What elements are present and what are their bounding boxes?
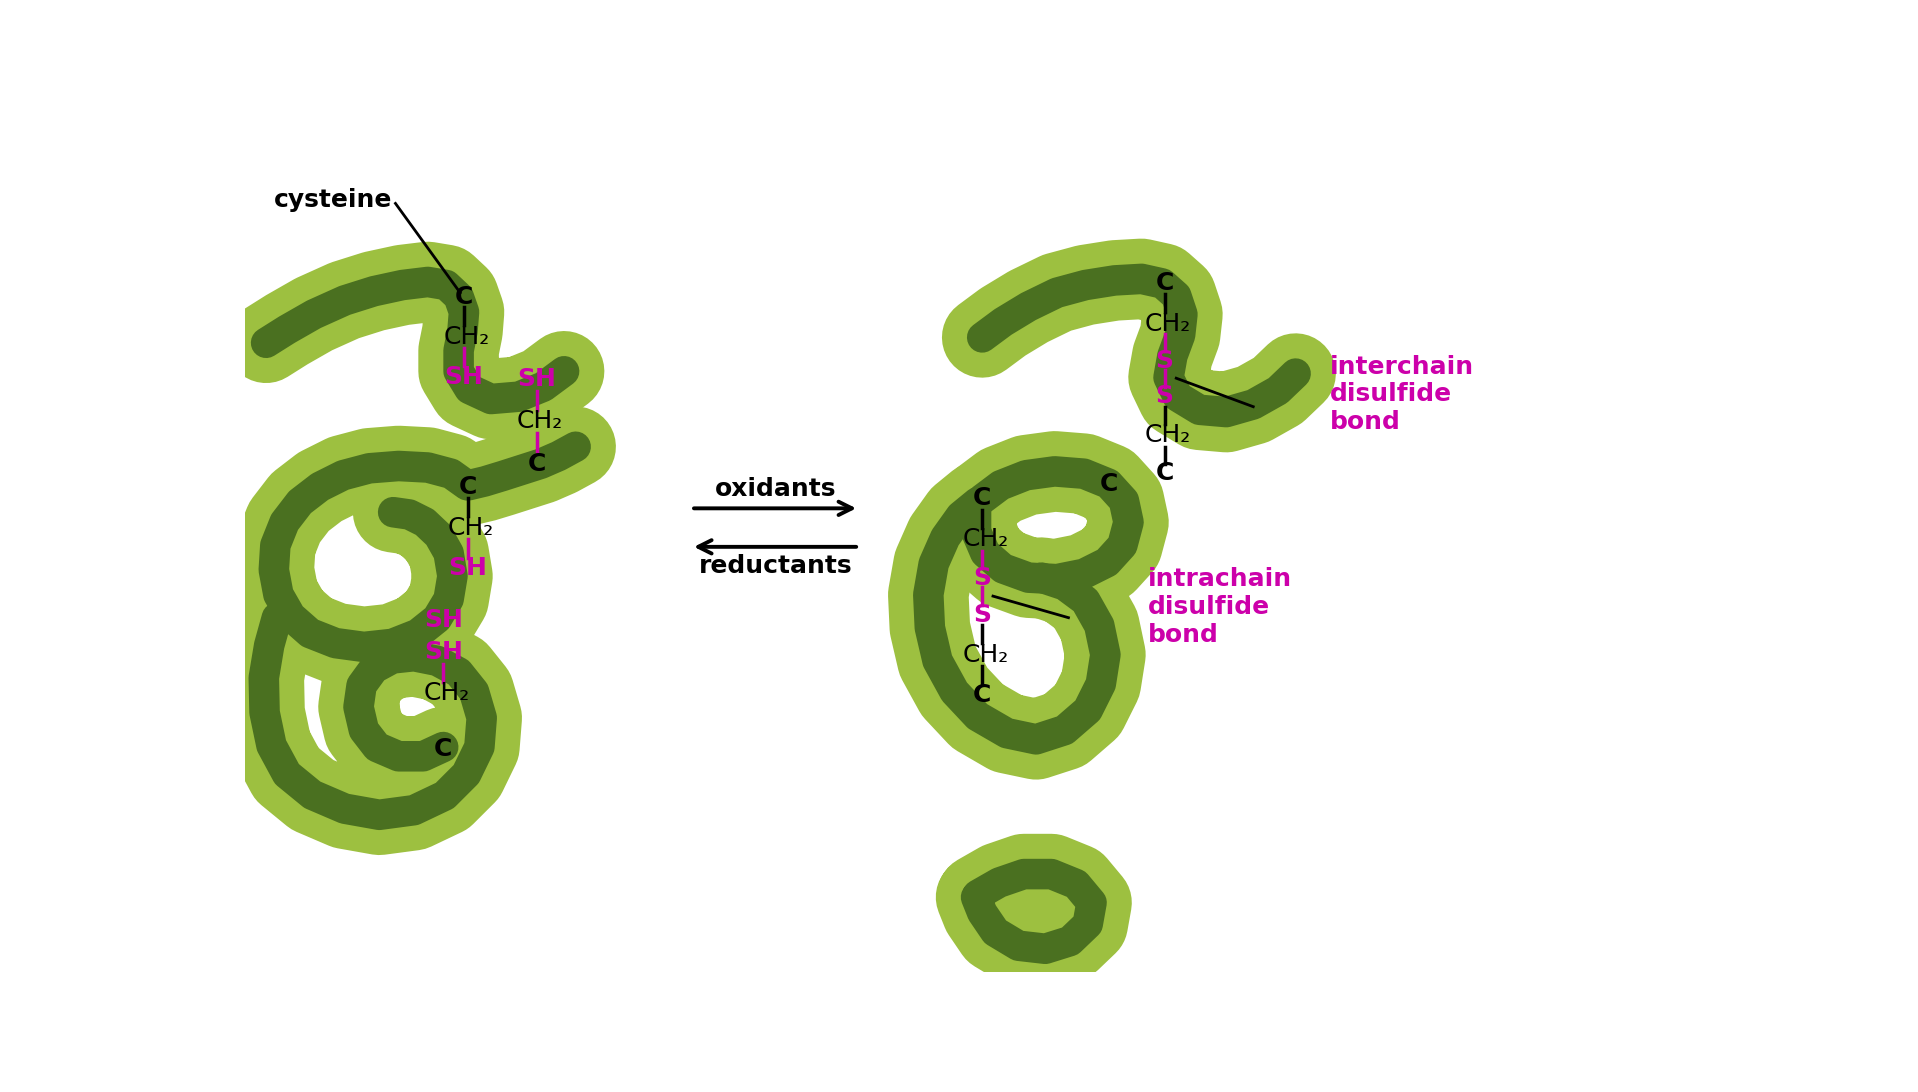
Text: cysteine: cysteine bbox=[274, 188, 393, 212]
Text: C: C bbox=[1155, 461, 1174, 485]
Text: SH: SH bbox=[449, 557, 487, 581]
Text: CH₂: CH₂ bbox=[443, 325, 491, 349]
Text: CH₂: CH₂ bbox=[447, 517, 495, 541]
Text: C: C bbox=[458, 475, 478, 499]
Text: S: S bbox=[1157, 384, 1174, 408]
Text: C: C bbox=[527, 452, 547, 476]
Text: C: C bbox=[455, 285, 474, 309]
Text: C: C bbox=[433, 737, 453, 761]
Text: S: S bbox=[972, 603, 992, 627]
Text: C: C bbox=[972, 486, 992, 510]
Text: S: S bbox=[972, 566, 992, 590]
Text: SH: SH bbox=[518, 367, 556, 391]
Text: CH₂: CH₂ bbox=[963, 642, 1009, 666]
Text: CH₂: CH₂ bbox=[963, 527, 1009, 551]
Text: CH₂: CH₂ bbox=[424, 681, 470, 705]
Text: C: C bbox=[1155, 272, 1174, 296]
Text: C: C bbox=[1099, 472, 1118, 496]
Text: C: C bbox=[972, 682, 992, 707]
Text: oxidants: oxidants bbox=[715, 477, 836, 501]
Text: SH: SH bbox=[445, 366, 483, 390]
Text: S: S bbox=[1157, 348, 1174, 372]
Text: SH: SH bbox=[424, 608, 462, 632]
Text: CH₂: CH₂ bbox=[1145, 424, 1191, 448]
Text: reductants: reductants bbox=[698, 554, 854, 578]
Text: CH₂: CH₂ bbox=[518, 408, 564, 432]
Text: SH: SH bbox=[424, 640, 462, 664]
Text: interchain
disulfide
bond: interchain disulfide bond bbox=[1331, 355, 1475, 435]
Text: intrachain
disulfide
bond: intrachain disulfide bond bbox=[1147, 567, 1293, 646]
Text: CH₂: CH₂ bbox=[1145, 311, 1191, 335]
